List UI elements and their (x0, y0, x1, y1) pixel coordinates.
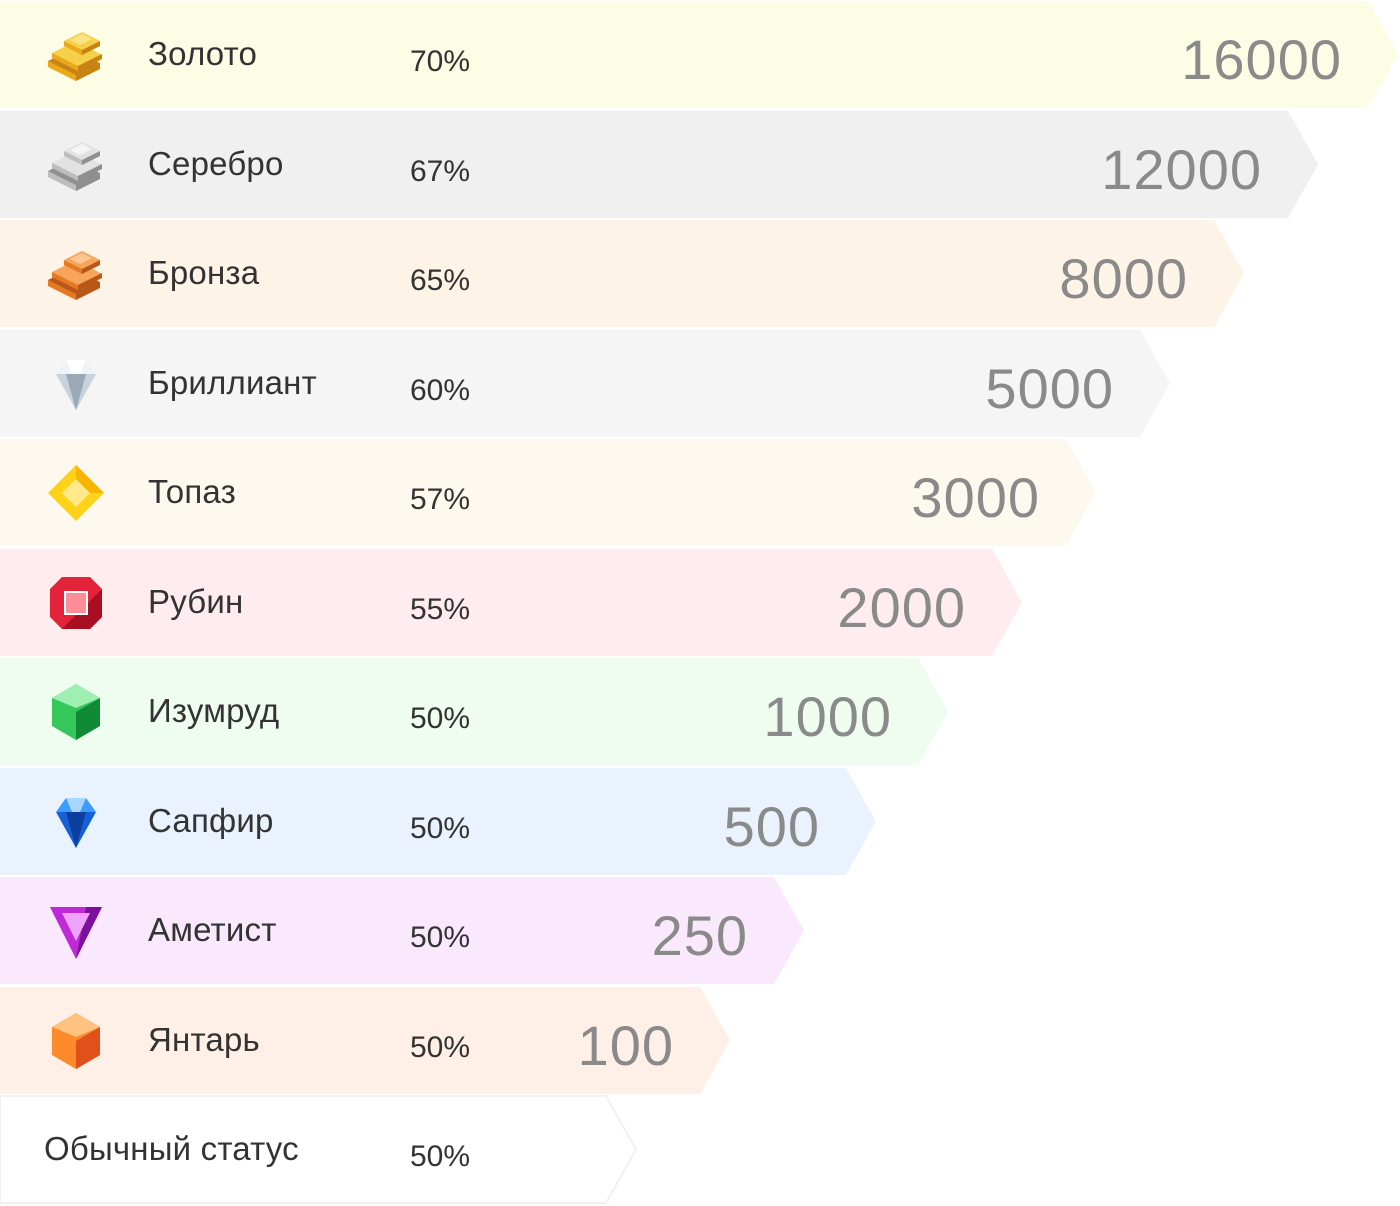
tier-row: Обычный статус 50% (0, 1095, 638, 1204)
tier-percent: 60% (410, 374, 471, 407)
tier-threshold-amount: 16000 (1181, 28, 1342, 91)
tier-threshold-amount: 8000 (1059, 247, 1188, 310)
tier-percent: 50% (410, 921, 471, 954)
amethyst-icon (42, 899, 110, 963)
tier-row: Топаз 57% 3000 (0, 439, 1098, 546)
tier-percent: 65% (410, 264, 471, 297)
tier-row: Золото 70% 16000 (0, 1, 1400, 108)
tier-name: Обычный статус (44, 1130, 299, 1167)
tier-arrow-background (0, 877, 804, 984)
bronze-bars-icon (42, 242, 110, 306)
tier-arrow-background (0, 549, 1022, 656)
tier-arrow-background (0, 111, 1318, 218)
ruby-icon (42, 571, 110, 635)
tier-arrow-background (0, 987, 730, 1094)
tier-name: Рубин (148, 583, 244, 620)
tier-percent: 50% (410, 1140, 471, 1173)
tier-arrow-background (0, 330, 1170, 437)
sapphire-icon (42, 790, 110, 854)
tier-name: Бронза (148, 254, 260, 291)
tier-name: Аметист (148, 911, 277, 948)
topaz-icon (42, 461, 110, 525)
tier-threshold-amount: 250 (651, 904, 748, 967)
amber-icon (42, 1009, 110, 1073)
tier-threshold-amount: 5000 (985, 357, 1114, 420)
tier-name: Изумруд (148, 692, 280, 729)
tier-percent: 55% (410, 593, 471, 626)
tier-threshold-amount: 3000 (911, 466, 1040, 529)
emerald-icon (42, 680, 110, 744)
tier-row: Янтарь 50% 100 (0, 987, 732, 1094)
tier-row: Изумруд 50% 1000 (0, 658, 950, 765)
tier-percent: 50% (410, 1031, 471, 1064)
tier-row: Сапфир 50% 500 (0, 768, 878, 875)
tier-name: Золото (148, 35, 258, 72)
tier-threshold-amount: 12000 (1101, 138, 1262, 201)
tier-name: Янтарь (148, 1021, 260, 1058)
tier-arrow-background (0, 439, 1096, 546)
diamond-icon (42, 352, 110, 416)
tier-row: Бронза 65% 8000 (0, 220, 1246, 327)
tier-row: Рубин 55% 2000 (0, 549, 1024, 656)
tier-name: Серебро (148, 145, 284, 182)
tier-arrow-background (0, 768, 876, 875)
tier-arrow-background (0, 1095, 638, 1204)
tier-threshold-amount: 2000 (837, 576, 966, 639)
tier-row: Бриллиант 60% 5000 (0, 330, 1172, 437)
tier-name: Сапфир (148, 802, 274, 839)
tier-percent: 50% (410, 812, 471, 845)
silver-bars-icon (42, 133, 110, 197)
tier-row: Аметист 50% 250 (0, 877, 806, 984)
tier-percent: 57% (410, 483, 471, 516)
tier-percent: 50% (410, 702, 471, 735)
tier-name: Топаз (148, 473, 236, 510)
tier-row: Серебро 67% 12000 (0, 111, 1320, 218)
tier-threshold-amount: 100 (577, 1014, 674, 1077)
tier-percent: 70% (410, 45, 471, 78)
tier-arrow-background (0, 1, 1398, 108)
tier-arrow-background (0, 220, 1244, 327)
tier-name: Бриллиант (148, 364, 317, 401)
tier-arrow-background (0, 658, 948, 765)
tier-threshold-amount: 1000 (763, 685, 892, 748)
tier-percent: 67% (410, 155, 471, 188)
tier-threshold-amount: 500 (723, 795, 820, 858)
gold-bars-icon (42, 23, 110, 87)
